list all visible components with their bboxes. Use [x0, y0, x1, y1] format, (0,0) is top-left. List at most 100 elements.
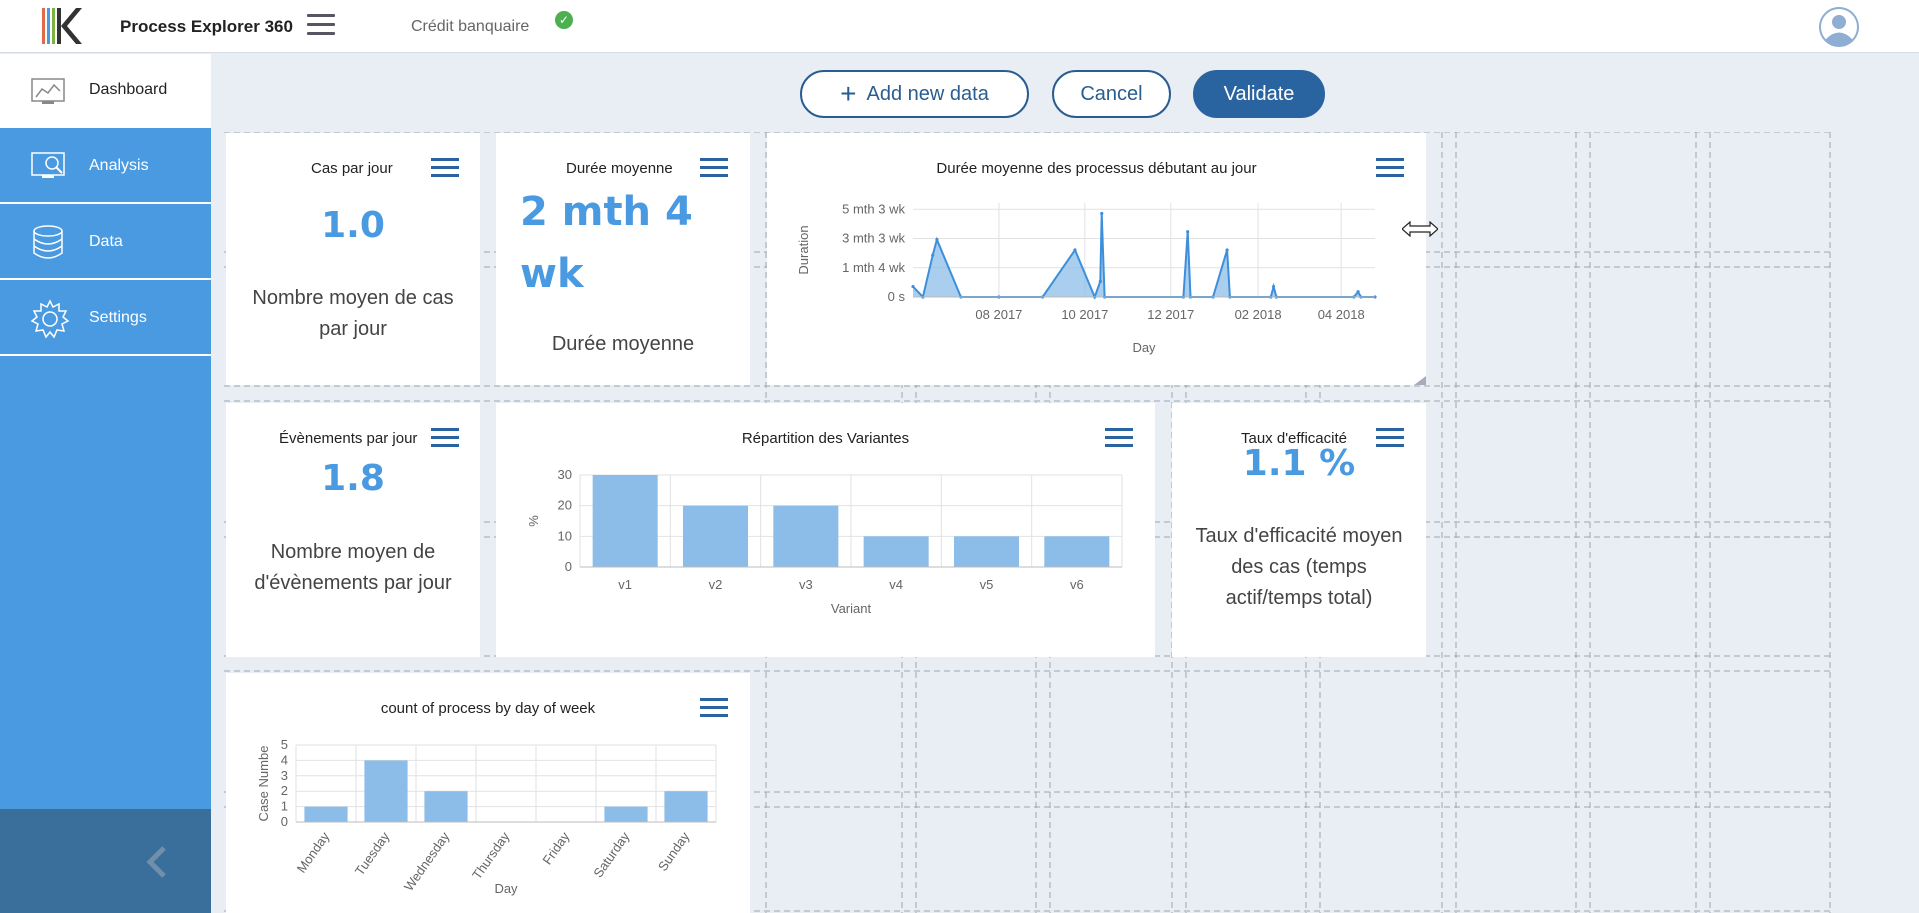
card-title: Évènements par jour [279, 430, 418, 447]
card-menu-icon[interactable] [1105, 428, 1133, 450]
y-tick-label: 2 [281, 783, 288, 798]
y-tick-label: 0 [281, 814, 288, 829]
chart-title: count of process by day of week [380, 700, 596, 717]
y-tick-label: 1 [281, 799, 288, 814]
y-tick-label: 5 mth 3 wk [842, 201, 905, 216]
x-tick-label: v2 [709, 577, 723, 592]
user-avatar[interactable] [1819, 7, 1859, 47]
bar [953, 536, 1020, 567]
y-tick-label: 0 [565, 559, 572, 574]
app-logo[interactable] [38, 6, 82, 46]
data-point [1186, 230, 1190, 234]
chart-title: Répartition des Variantes [741, 430, 910, 447]
resize-handle-icon[interactable] [1414, 376, 1426, 385]
data-point [911, 284, 915, 289]
x-tick-label: 12 2017 [1147, 307, 1194, 322]
y-tick-label: 20 [558, 498, 572, 513]
card-menu-icon[interactable] [700, 158, 728, 180]
x-tick-label: v4 [889, 577, 903, 592]
x-tick-label: Monday [294, 829, 333, 876]
cancel-label: Cancel [1080, 82, 1143, 105]
card-cas-par-jour[interactable]: Cas par jour 1.0 Nombre moyen de cas par… [226, 133, 480, 385]
dashboard-icon [31, 78, 65, 104]
kpi-value: 1.1 % [1242, 443, 1356, 484]
y-tick-label: 0 s [888, 289, 906, 304]
card-evenements[interactable]: Évènements par jour 1.8 Nombre moyen de … [226, 403, 480, 657]
validate-button[interactable]: Validate [1193, 70, 1325, 118]
y-tick-label: 5 [281, 737, 288, 752]
variant-bar-chart: 0 10 20 30 v1 v2 v3 v4 v5 v6 Variant% [526, 467, 1123, 616]
card-menu-icon[interactable] [1376, 158, 1404, 180]
card-title: Taux d'efficacité [1241, 430, 1347, 447]
add-new-data-button[interactable]: + Add new data [800, 70, 1029, 118]
x-tick-label: v3 [799, 577, 813, 592]
kpi-value: 2 mth 4 wk [520, 189, 693, 297]
menu-toggle-icon[interactable] [307, 14, 335, 38]
sidebar-item-label: Data [89, 233, 123, 250]
bar [364, 760, 408, 822]
kpi-description: Nombre moyen de cas par jour [252, 287, 454, 340]
card-duree-moyenne[interactable]: Durée moyenne 2 mth 4 wk Durée moyenne [496, 133, 750, 385]
x-tick-label: Saturday [590, 829, 632, 881]
data-point [1356, 290, 1360, 294]
x-tick-label: v5 [980, 577, 994, 592]
plus-icon: + [840, 78, 857, 109]
y-tick-label: 30 [558, 467, 572, 482]
x-tick-label: 04 2018 [1318, 307, 1365, 322]
bar [664, 791, 708, 822]
area-chart: 0 s 1 mth 4 wk 3 mth 3 wk 5 mth 3 wk 08 2017… [796, 201, 1377, 355]
x-tick-label: 02 2018 [1235, 307, 1282, 322]
x-axis-label: Variant [831, 601, 872, 616]
series-line [912, 213, 1375, 300]
data-point [1225, 248, 1229, 252]
data-point [931, 253, 935, 257]
y-tick-label: 1 mth 4 wk [842, 260, 905, 275]
x-tick-label: v1 [618, 577, 632, 592]
card-menu-icon[interactable] [431, 428, 459, 450]
x-axis-label: Day [494, 881, 518, 896]
chart-title: Durée moyenne des processus débutant au … [936, 160, 1257, 177]
sidebar-item-label: Settings [89, 309, 147, 326]
project-name: Crédit banquaire [411, 18, 530, 35]
card-efficacite[interactable]: Taux d'efficacité 1.1 % Taux d'efficacit… [1172, 403, 1426, 657]
y-tick-label: 10 [558, 528, 572, 543]
card-day-of-week-chart[interactable]: count of process by day of week 0 1 2 3 4 5 Mo… [226, 673, 750, 913]
x-tick-label: Sunday [655, 829, 693, 874]
x-tick-label: 10 2017 [1061, 307, 1108, 322]
sidebar-footer [0, 809, 211, 913]
sidebar-item-data[interactable]: Data [0, 206, 211, 280]
card-title: Cas par jour [311, 160, 393, 177]
sidebar-item-dashboard[interactable]: Dashboard [0, 54, 211, 128]
card-menu-icon[interactable] [431, 158, 459, 180]
y-tick-label: 4 [281, 752, 288, 767]
bar [304, 806, 348, 822]
data-point [1100, 211, 1104, 216]
data-point [1373, 295, 1377, 299]
sidebar-item-settings[interactable]: Settings [0, 282, 211, 356]
card-duree-processus-chart[interactable]: Durée moyenne des processus débutant au … [767, 133, 1426, 385]
analysis-icon [31, 152, 65, 178]
add-new-data-label: Add new data [866, 82, 989, 105]
y-axis-label: Case Numbe [256, 746, 271, 822]
x-tick-label: 08 2017 [975, 307, 1022, 322]
bar [773, 505, 839, 567]
collapse-sidebar-icon[interactable] [142, 842, 172, 882]
check-circle-icon: ✓ [555, 11, 573, 29]
validate-label: Validate [1223, 82, 1295, 105]
x-tick-label: Thursday [469, 829, 513, 882]
database-icon [33, 225, 63, 259]
cancel-button[interactable]: Cancel [1052, 70, 1171, 118]
x-tick-label: v6 [1070, 577, 1084, 592]
data-point [1073, 248, 1077, 252]
bar [604, 806, 648, 822]
card-variantes-chart[interactable]: Répartition des Variantes 0 10 20 30 v1 v2 v3 v… [496, 403, 1155, 657]
y-axis-label: % [526, 515, 541, 527]
gear-icon [30, 299, 70, 339]
bar [682, 505, 749, 567]
y-axis-label: Duration [796, 225, 811, 274]
y-tick-label: 3 mth 3 wk [842, 231, 905, 246]
bar [863, 536, 929, 567]
card-menu-icon[interactable] [700, 698, 728, 720]
card-menu-icon[interactable] [1376, 428, 1404, 450]
sidebar-item-analysis[interactable]: Analysis [0, 130, 211, 204]
